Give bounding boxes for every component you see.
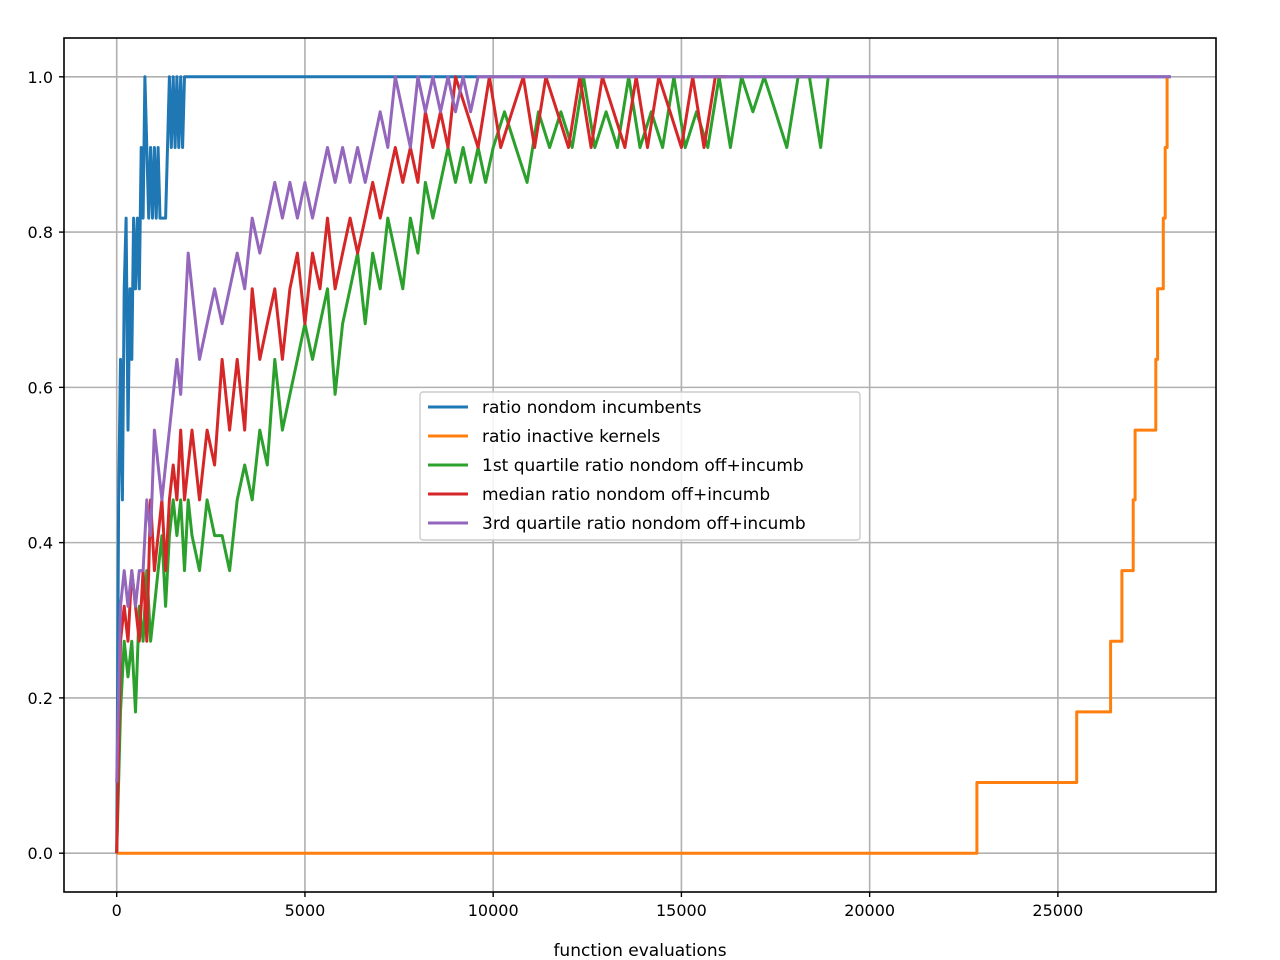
axes-frame [63, 37, 1217, 893]
y-tick-label: 0.4 [28, 534, 53, 553]
series-line-4 [115, 75, 1171, 783]
y-tick-label: 1.0 [28, 68, 53, 87]
legend: ratio nondom incumbents ratio inactive ke… [419, 391, 861, 541]
legend-label-2: 1st quartile ratio nondom off+incumb [482, 456, 804, 476]
y-tick-label: 0.6 [28, 378, 53, 397]
x-tick-label: 5000 [285, 901, 326, 920]
y-tick-label: 0.8 [28, 223, 53, 242]
series-line-3 [115, 75, 727, 854]
legend-label-4: 3rd quartile ratio nondom off+incumb [482, 514, 806, 534]
y-tick-label: 0.2 [28, 689, 53, 708]
legend-label-1: ratio inactive kernels [482, 427, 661, 447]
legend-label-0: ratio nondom incumbents [482, 398, 702, 418]
legend-label-3: median ratio nondom off+incumb [482, 485, 770, 505]
x-tick-label: 15000 [656, 901, 707, 920]
x-tick-label: 0 [112, 901, 122, 920]
y-tick-label: 0.0 [28, 844, 53, 863]
x-axis-label: function evaluations [553, 941, 726, 960]
x-tick-label: 20000 [844, 901, 895, 920]
x-tick-label: 25000 [1032, 901, 1083, 920]
axis-ticks: 0 5000 10000 15000 20000 25000 0.0 0.2 0.4 0.6 0.8… [28, 68, 1084, 920]
series-line-1 [116, 76, 1169, 855]
series-line-2 [115, 75, 830, 854]
series-layer [115, 75, 1171, 855]
legend-box [419, 391, 861, 541]
series-line-0 [115, 75, 1171, 854]
x-tick-label: 10000 [468, 901, 519, 920]
